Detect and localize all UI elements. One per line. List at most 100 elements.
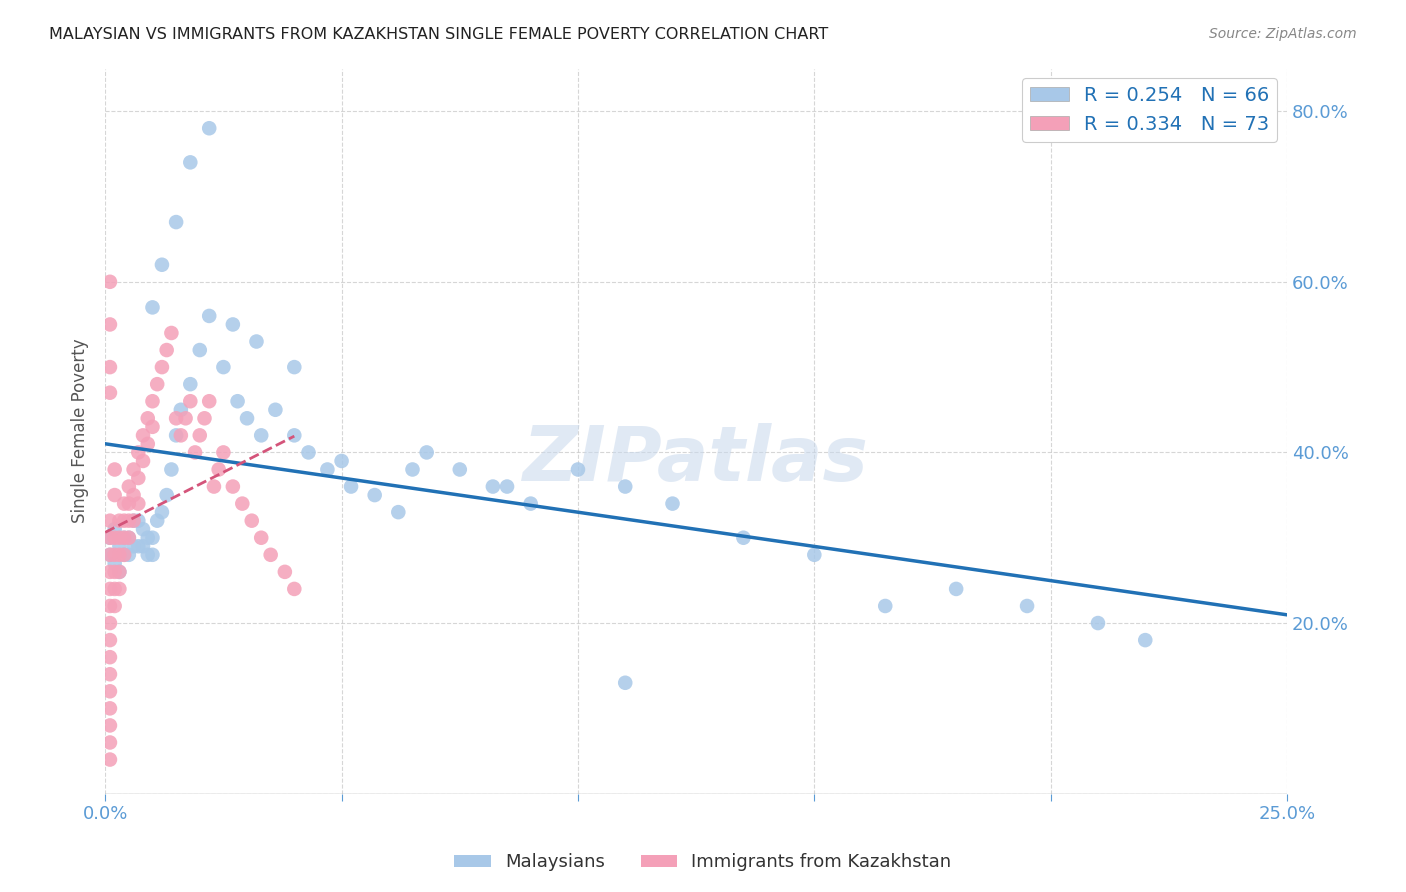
Point <box>118 531 141 545</box>
Point <box>198 309 221 323</box>
Point <box>104 488 127 502</box>
Point <box>98 565 121 579</box>
Point <box>104 522 127 536</box>
Point <box>212 360 235 375</box>
Point <box>614 675 637 690</box>
Point <box>198 121 221 136</box>
Point <box>127 539 149 553</box>
Point <box>141 531 163 545</box>
Point <box>150 505 173 519</box>
Point <box>1135 633 1157 648</box>
Point <box>98 684 121 698</box>
Legend: R = 0.254   N = 66, R = 0.334   N = 73: R = 0.254 N = 66, R = 0.334 N = 73 <box>1022 78 1278 142</box>
Point <box>316 462 339 476</box>
Point <box>132 428 155 442</box>
Point <box>179 377 201 392</box>
Point <box>274 565 297 579</box>
Point <box>482 479 505 493</box>
Point <box>122 514 145 528</box>
Point <box>283 360 305 375</box>
Point <box>260 548 283 562</box>
Point <box>127 445 149 459</box>
Point <box>108 539 131 553</box>
Text: MALAYSIAN VS IMMIGRANTS FROM KAZAKHSTAN SINGLE FEMALE POVERTY CORRELATION CHART: MALAYSIAN VS IMMIGRANTS FROM KAZAKHSTAN … <box>49 27 828 42</box>
Point <box>179 155 201 169</box>
Point <box>401 462 423 476</box>
Point <box>170 402 193 417</box>
Point <box>108 531 131 545</box>
Point <box>108 565 131 579</box>
Point <box>104 548 127 562</box>
Point <box>415 445 437 459</box>
Point <box>1087 615 1109 630</box>
Point <box>141 301 163 315</box>
Point <box>98 633 121 648</box>
Legend: Malaysians, Immigrants from Kazakhstan: Malaysians, Immigrants from Kazakhstan <box>447 847 959 879</box>
Point <box>98 531 121 545</box>
Point <box>661 497 683 511</box>
Text: ZIPatlas: ZIPatlas <box>523 423 869 497</box>
Point <box>98 650 121 665</box>
Point <box>160 462 183 476</box>
Point <box>245 334 267 349</box>
Point <box>112 514 135 528</box>
Point <box>136 411 159 425</box>
Point <box>112 497 135 511</box>
Point <box>98 548 121 562</box>
Point <box>160 326 183 340</box>
Point <box>165 428 187 442</box>
Point <box>108 548 131 562</box>
Point <box>165 411 187 425</box>
Point <box>118 514 141 528</box>
Point <box>112 531 135 545</box>
Point <box>449 462 471 476</box>
Point <box>127 471 149 485</box>
Point <box>283 428 305 442</box>
Point <box>104 565 127 579</box>
Point <box>118 531 141 545</box>
Point <box>112 531 135 545</box>
Point <box>212 445 235 459</box>
Point <box>208 462 231 476</box>
Point <box>98 615 121 630</box>
Point <box>363 488 385 502</box>
Point <box>150 360 173 375</box>
Point <box>614 479 637 493</box>
Point <box>98 599 121 613</box>
Point <box>98 701 121 715</box>
Point <box>141 394 163 409</box>
Point <box>945 582 967 596</box>
Point <box>98 548 121 562</box>
Point <box>132 522 155 536</box>
Point <box>519 497 541 511</box>
Point <box>250 428 273 442</box>
Point <box>104 531 127 545</box>
Point <box>122 462 145 476</box>
Point <box>156 488 179 502</box>
Point <box>118 497 141 511</box>
Point <box>98 718 121 732</box>
Point <box>136 548 159 562</box>
Point <box>875 599 897 613</box>
Point <box>98 275 121 289</box>
Point <box>297 445 319 459</box>
Point <box>104 599 127 613</box>
Point <box>108 514 131 528</box>
Point <box>202 479 225 493</box>
Point <box>98 667 121 681</box>
Point <box>236 411 259 425</box>
Point <box>141 420 163 434</box>
Point <box>122 514 145 528</box>
Point <box>112 548 135 562</box>
Point <box>112 548 135 562</box>
Point <box>387 505 409 519</box>
Point <box>231 497 253 511</box>
Point <box>226 394 249 409</box>
Point <box>733 531 755 545</box>
Point <box>330 454 353 468</box>
Point <box>108 565 131 579</box>
Point <box>250 531 273 545</box>
Point <box>136 437 159 451</box>
Point <box>496 479 519 493</box>
Point <box>98 318 121 332</box>
